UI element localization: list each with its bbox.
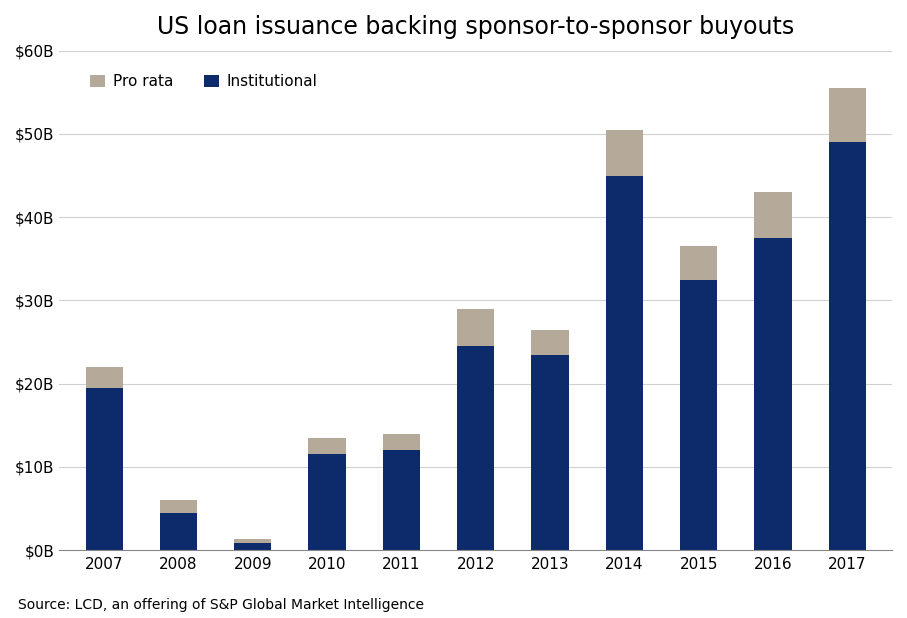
Bar <box>755 192 792 238</box>
Bar <box>383 451 420 550</box>
Bar <box>829 88 866 142</box>
Bar <box>606 130 643 176</box>
Bar <box>680 279 717 550</box>
Bar <box>85 388 122 550</box>
Bar <box>829 142 866 550</box>
Text: Source: LCD, an offering of S&P Global Market Intelligence: Source: LCD, an offering of S&P Global M… <box>18 598 424 612</box>
Legend: Pro rata, Institutional: Pro rata, Institutional <box>83 69 324 96</box>
Bar <box>383 434 420 451</box>
Bar <box>85 367 122 388</box>
Bar <box>234 543 271 550</box>
Bar <box>532 355 569 550</box>
Bar <box>606 176 643 550</box>
Bar <box>160 513 197 550</box>
Bar <box>234 540 271 543</box>
Bar <box>308 438 346 454</box>
Bar <box>457 309 494 346</box>
Bar <box>160 500 197 513</box>
Bar <box>457 346 494 550</box>
Bar <box>308 454 346 550</box>
Bar <box>680 247 717 279</box>
Bar <box>532 329 569 355</box>
Title: US loan issuance backing sponsor-to-sponsor buyouts: US loan issuance backing sponsor-to-spon… <box>157 15 795 39</box>
Bar <box>755 238 792 550</box>
